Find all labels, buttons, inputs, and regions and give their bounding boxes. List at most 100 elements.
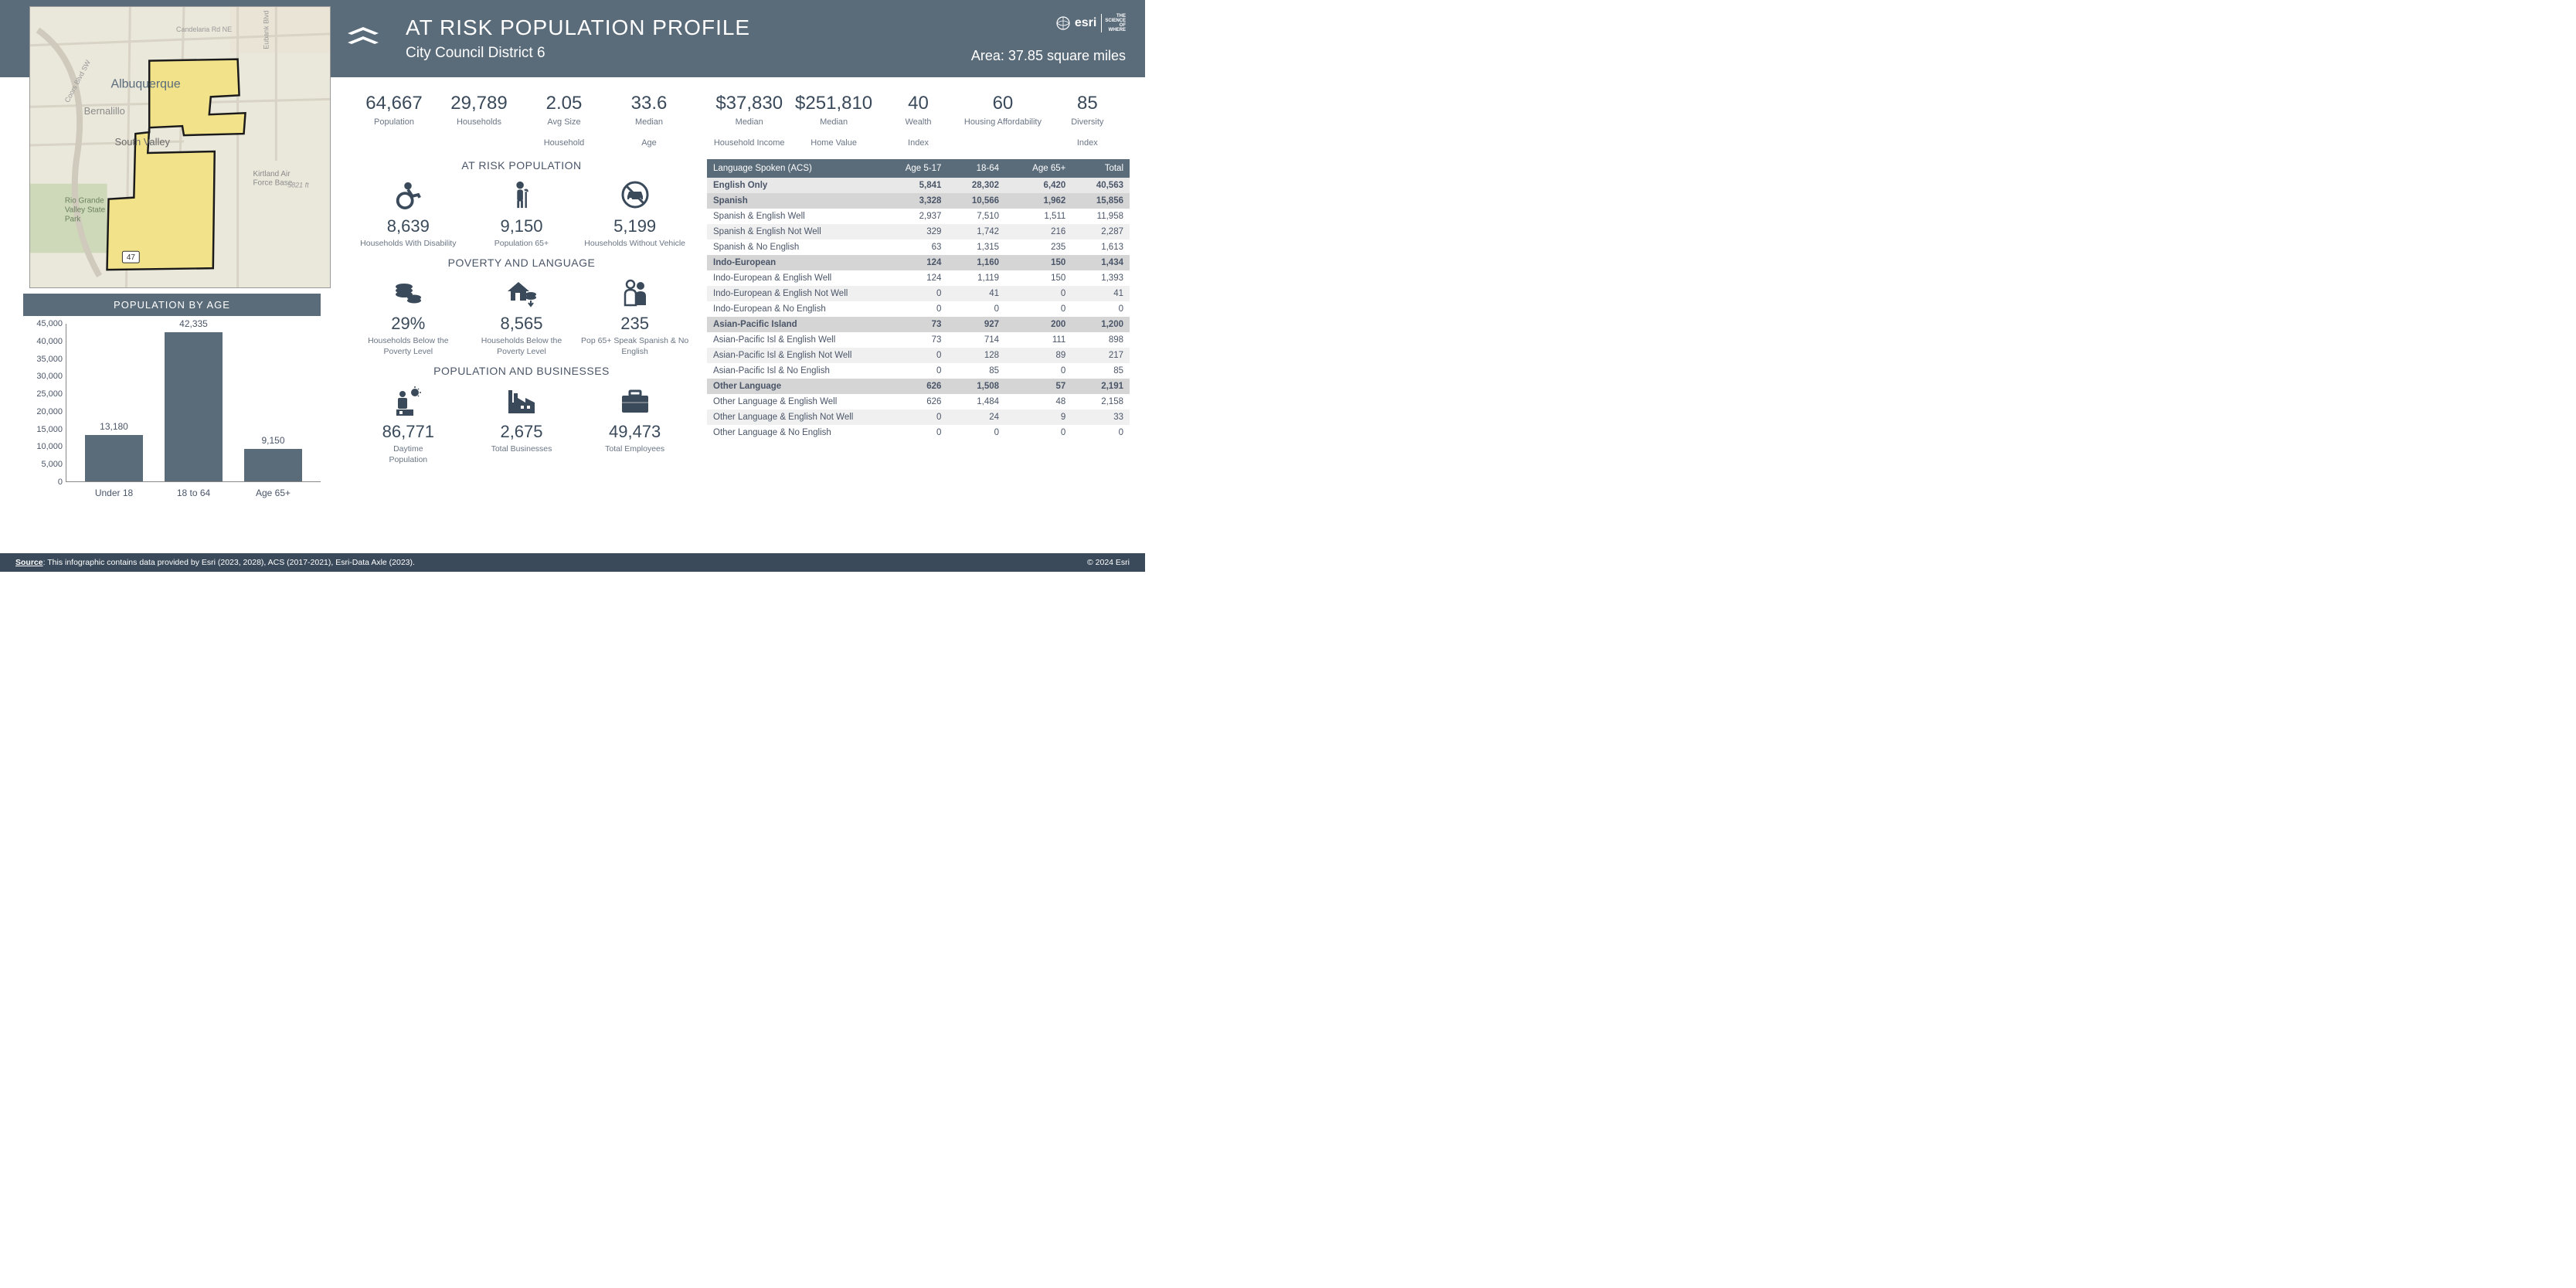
stat-label: Households xyxy=(437,116,522,129)
bar-value: 9,150 xyxy=(244,435,302,446)
stat-item: $37,830 Median Household Income xyxy=(707,93,791,148)
x-category: Under 18 xyxy=(76,488,153,498)
y-tick: 35,000 xyxy=(36,355,63,364)
stat-label2: Index xyxy=(876,138,960,148)
table-cell: 1,434 xyxy=(1072,255,1130,270)
factory-icon xyxy=(467,383,576,418)
table-cell: 1,962 xyxy=(1005,193,1072,209)
table-cell: Indo-European & English Well xyxy=(707,270,877,286)
table-cell: 3,328 xyxy=(877,193,947,209)
table-cell: 898 xyxy=(1072,332,1130,348)
stat-item: 33.6 Median Age xyxy=(607,93,692,148)
stat-label: Population xyxy=(352,116,437,129)
table-row: Asian-Pacific Island739272001,200 xyxy=(707,317,1130,332)
table-cell: 15,856 xyxy=(1072,193,1130,209)
table-cell: 0 xyxy=(877,301,947,317)
table-cell: 2,191 xyxy=(1072,379,1130,394)
table-cell: 1,393 xyxy=(1072,270,1130,286)
table-cell: 626 xyxy=(877,379,947,394)
icon-stat-value: 8,639 xyxy=(354,216,462,236)
stat-label: Median xyxy=(707,116,791,129)
briefcase-icon xyxy=(581,383,689,418)
table-cell: 1,484 xyxy=(947,394,1005,410)
icon-stat: 2,675 Total Businesses xyxy=(467,383,576,465)
table-cell: 111 xyxy=(1005,332,1072,348)
svg-text:Candelaria Rd NE: Candelaria Rd NE xyxy=(176,25,232,33)
table-cell: 714 xyxy=(947,332,1005,348)
icon-stat: 8,639 Households With Disability xyxy=(354,178,462,250)
table-cell: 150 xyxy=(1005,270,1072,286)
icon-stat-value: 2,675 xyxy=(467,422,576,442)
stat-value: 29,789 xyxy=(437,93,522,114)
svg-text:South Valley: South Valley xyxy=(114,136,170,148)
table-row: Indo-European & English Well1241,1191501… xyxy=(707,270,1130,286)
table-cell: 2,158 xyxy=(1072,394,1130,410)
table-cell: Asian-Pacific Isl & English Not Well xyxy=(707,348,877,363)
y-tick: 10,000 xyxy=(36,442,63,451)
table-header: 18-64 xyxy=(947,159,1005,178)
section-title-poverty: POVERTY AND LANGUAGE xyxy=(352,257,692,269)
stat-value: 33.6 xyxy=(607,93,692,114)
brand-logo: esri THESCIENCEOFWHERE xyxy=(971,14,1126,32)
table-cell: 33 xyxy=(1072,410,1130,425)
stat-item: 85 Diversity Index xyxy=(1045,93,1130,148)
stat-label: Housing Affordability xyxy=(960,116,1045,129)
table-cell: Spanish xyxy=(707,193,877,209)
table-cell: 85 xyxy=(947,363,1005,379)
icon-stat: 8,565 Households Below the Poverty Level xyxy=(467,275,576,357)
y-tick: 20,000 xyxy=(36,407,63,416)
table-cell: 0 xyxy=(877,363,947,379)
x-category: 18 to 64 xyxy=(155,488,233,498)
table-cell: 150 xyxy=(1005,255,1072,270)
coins-icon xyxy=(354,275,462,310)
no-car-icon xyxy=(581,178,689,212)
table-cell: Other Language & English Not Well xyxy=(707,410,877,425)
table-row: Asian-Pacific Isl & English Not Well0128… xyxy=(707,348,1130,363)
table-cell: Other Language & English Well xyxy=(707,394,877,410)
header-logo-icon xyxy=(340,18,386,60)
people-icon xyxy=(581,275,689,310)
stat-label2: Home Value xyxy=(791,138,875,148)
table-row: Other Language & No English0000 xyxy=(707,425,1130,440)
elder-icon xyxy=(467,178,576,212)
map-thumbnail: Albuquerque Bernalillo South Valley Rio … xyxy=(29,6,331,288)
svg-text:47: 47 xyxy=(127,253,136,262)
table-header: Age 5-17 xyxy=(877,159,947,178)
y-tick: 30,000 xyxy=(36,372,63,381)
table-cell: 0 xyxy=(1072,425,1130,440)
stat-value: 64,667 xyxy=(352,93,437,114)
house-down-icon xyxy=(467,275,576,310)
table-cell: 1,200 xyxy=(1072,317,1130,332)
icon-stat-value: 86,771 xyxy=(354,422,462,442)
table-row: Spanish & No English631,3152351,613 xyxy=(707,240,1130,255)
language-table: Language Spoken (ACS)Age 5-1718-64Age 65… xyxy=(707,159,1130,440)
y-tick: 15,000 xyxy=(36,425,63,434)
bar: 13,180 Under 18 xyxy=(85,435,143,481)
table-cell: 200 xyxy=(1005,317,1072,332)
table-cell: 5,841 xyxy=(877,178,947,193)
section-title-biz: POPULATION AND BUSINESSES xyxy=(352,365,692,377)
table-cell: 1,511 xyxy=(1005,209,1072,224)
stat-item: $251,810 Median Home Value xyxy=(791,93,875,148)
table-cell: Asian-Pacific Isl & English Well xyxy=(707,332,877,348)
wheelchair-icon xyxy=(354,178,462,212)
bar: 9,150 Age 65+ xyxy=(244,449,302,481)
table-cell: Other Language xyxy=(707,379,877,394)
table-cell: 28,302 xyxy=(947,178,1005,193)
stat-label2: Household Income xyxy=(707,138,791,148)
table-cell: 0 xyxy=(1005,363,1072,379)
icon-stat-value: 49,473 xyxy=(581,422,689,442)
table-row: Other Language6261,508572,191 xyxy=(707,379,1130,394)
icon-stat-label: Pop 65+ Speak Spanish & No English xyxy=(581,336,689,357)
bar-value: 42,335 xyxy=(165,318,223,329)
bar-value: 13,180 xyxy=(85,421,143,432)
icon-stat: 235 Pop 65+ Speak Spanish & No English xyxy=(581,275,689,357)
icon-stat: 49,473 Total Employees xyxy=(581,383,689,465)
icon-stat-label: DaytimePopulation xyxy=(354,444,462,465)
icon-stat-label: Households With Disability xyxy=(354,239,462,250)
daytime-icon xyxy=(354,383,462,418)
stat-value: 60 xyxy=(960,93,1045,114)
icon-stat: 86,771 DaytimePopulation xyxy=(354,383,462,465)
table-cell: 2,937 xyxy=(877,209,947,224)
table-cell: 0 xyxy=(877,286,947,301)
